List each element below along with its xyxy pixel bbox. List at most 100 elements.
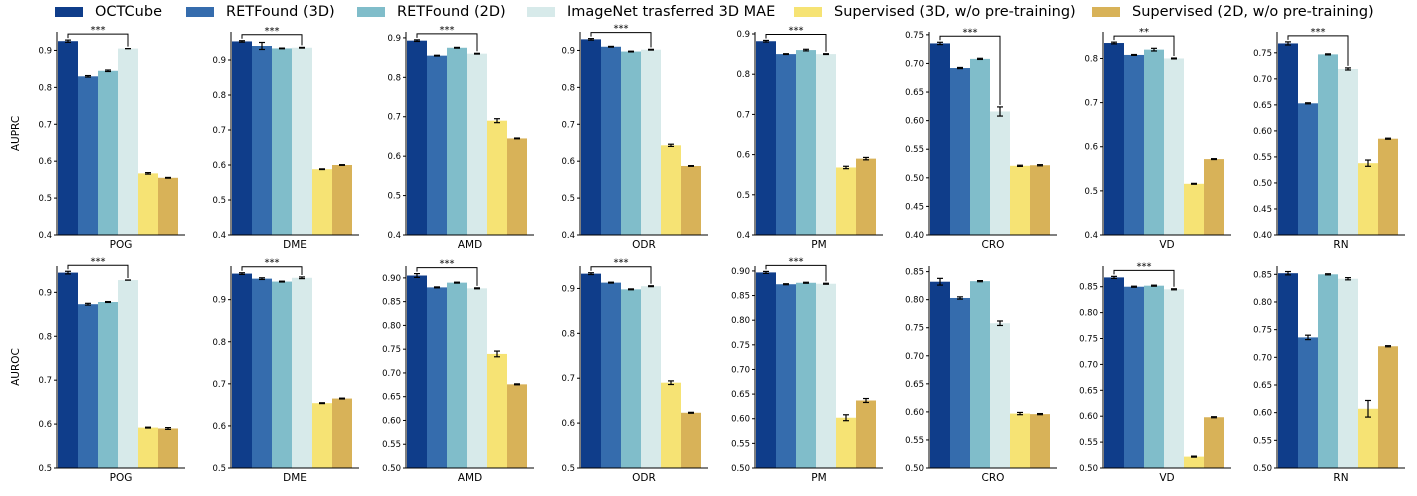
auroc-amd-ytick-label: 0.75 xyxy=(382,345,401,355)
auroc-rn-ytick-label: 0.55 xyxy=(1253,436,1272,446)
auprc-odr-panel: *** 0.4 0.5 0.6 0.7 0.8 0.9 ODR xyxy=(561,24,708,251)
auprc-pm-ytick-label: 0.9 xyxy=(736,30,750,40)
auroc-dme-ytick-label: 0.6 xyxy=(212,422,226,432)
auprc-pm-ytick-label: 0.7 xyxy=(736,110,750,120)
auroc-amd-bar-supervised-2d-w-o-pre-training xyxy=(507,384,527,468)
auprc-cro-ytick-label: 0.75 xyxy=(905,31,924,41)
auroc-odr-bar-retfound-2d xyxy=(621,289,641,468)
auprc-vd-bar-retfound-2d xyxy=(1144,49,1164,235)
auprc-amd-bar-octcube xyxy=(407,40,427,235)
auroc-pm-ytick-label: 0.60 xyxy=(731,415,750,425)
auroc-pm-bar-imagenet-trasferred-3d-mae xyxy=(816,283,836,468)
auprc-rn-ytick-label: 0.40 xyxy=(1253,231,1272,241)
auprc-vd-bar-octcube xyxy=(1104,43,1124,235)
auprc-cro-bar-retfound-2d xyxy=(970,58,990,236)
auroc-cro-ytick-label: 0.60 xyxy=(905,408,924,418)
auroc-pm-panel: *** 0.50 0.55 0.60 0.65 0.70 0.75 0.80 0.85 0.90 P… xyxy=(731,256,883,484)
auprc-dme-ytick-label: 0.4 xyxy=(212,231,226,241)
auroc-pm-significance-label: *** xyxy=(789,256,804,267)
auroc-rn-bar-supervised-2d-w-o-pre-training xyxy=(1378,346,1398,468)
auprc-vd-xlabel: VD xyxy=(1159,239,1174,251)
auprc-pm-bar-retfound-2d xyxy=(796,50,816,235)
auprc-pog-ytick-label: 0.4 xyxy=(38,231,52,241)
auroc-pm-bar-supervised-2d-w-o-pre-training xyxy=(856,400,876,468)
auroc-vd-bar-supervised-3d-w-o-pre-training xyxy=(1184,456,1204,468)
auroc-pog-ytick-label: 0.6 xyxy=(38,420,52,430)
auroc-rn-ytick-label: 0.50 xyxy=(1253,464,1272,474)
auroc-amd-bar-imagenet-trasferred-3d-mae xyxy=(467,288,487,468)
auroc-dme-bar-supervised-2d-w-o-pre-training xyxy=(332,398,352,468)
auroc-dme-ytick-label: 0.8 xyxy=(212,338,226,348)
auprc-rn-significance-label: *** xyxy=(1311,27,1326,38)
auroc-pog-ytick-label: 0.5 xyxy=(38,464,52,474)
auroc-odr-ytick-label: 0.9 xyxy=(561,284,575,294)
auprc-rn-ytick-label: 0.45 xyxy=(1253,205,1272,215)
auroc-amd-ytick-label: 0.60 xyxy=(382,416,401,426)
auroc-pm-ytick-label: 0.50 xyxy=(731,464,750,474)
auprc-amd-ytick-label: 0.7 xyxy=(387,113,401,123)
auprc-cro-ytick-label: 0.45 xyxy=(905,202,924,212)
auprc-cro-ytick-label: 0.65 xyxy=(905,88,924,98)
auroc-dme-bar-imagenet-trasferred-3d-mae xyxy=(292,277,312,468)
auprc-cro-panel: *** 0.40 0.45 0.50 0.55 0.60 0.65 0.70 0.75 CRO xyxy=(905,27,1057,251)
auroc-amd-ytick-label: 0.50 xyxy=(382,464,401,474)
auprc-vd-ytick-label: 0.8 xyxy=(1084,54,1098,64)
auroc-pog-significance-label: *** xyxy=(91,256,106,267)
auprc-dme-xlabel: DME xyxy=(283,239,307,251)
auprc-vd-significance-bracket xyxy=(1113,35,1175,57)
auroc-rn-bar-supervised-3d-w-o-pre-training xyxy=(1358,408,1378,468)
auprc-rn-xlabel: RN xyxy=(1333,239,1348,251)
auroc-cro-bar-retfound-2d xyxy=(970,281,990,468)
auroc-cro-ytick-label: 0.75 xyxy=(905,324,924,334)
auroc-rn-ytick-label: 0.75 xyxy=(1253,326,1272,336)
legend-label-octcube: OCTCube xyxy=(95,4,162,20)
auroc-amd-ytick-label: 0.80 xyxy=(382,321,401,331)
auprc-vd-ytick-label: 0.6 xyxy=(1084,143,1098,153)
auroc-pm-ytick-label: 0.75 xyxy=(731,341,750,351)
legend-swatch-octcube xyxy=(55,7,83,17)
auprc-amd-bar-imagenet-trasferred-3d-mae xyxy=(467,53,487,235)
auroc-vd-bar-imagenet-trasferred-3d-mae xyxy=(1164,289,1184,468)
auprc-cro-ytick-label: 0.40 xyxy=(905,231,924,241)
legend-item-octcube: OCTCube xyxy=(55,3,162,21)
auprc-amd-ytick-label: 0.8 xyxy=(387,73,401,83)
auprc-pm-bar-imagenet-trasferred-3d-mae xyxy=(816,54,836,235)
legend-swatch-supervised-2d xyxy=(1092,7,1120,17)
auprc-cro-significance-bracket xyxy=(939,35,1001,105)
auprc-rn-ytick-label: 0.65 xyxy=(1253,101,1272,111)
auroc-vd-ytick-label: 0.60 xyxy=(1079,412,1098,422)
auroc-pog-bar-imagenet-trasferred-3d-mae xyxy=(118,280,138,468)
auprc-amd-ytick-label: 0.4 xyxy=(387,231,401,241)
auprc-rn-bar-octcube xyxy=(1278,43,1298,236)
auprc-cro-ytick-label: 0.55 xyxy=(905,145,924,155)
auprc-odr-bar-supervised-3d-w-o-pre-training xyxy=(661,145,681,235)
legend-item-supervised-3d: Supervised (3D, w/o pre-training) xyxy=(794,3,1076,21)
auroc-pm-bar-retfound-2d xyxy=(796,282,816,468)
auprc-odr-bar-retfound-2d xyxy=(621,51,641,236)
auprc-amd-bar-supervised-3d-w-o-pre-training xyxy=(487,120,507,235)
legend-item-imagenet-3d-mae: ImageNet trasferred 3D MAE xyxy=(527,3,775,21)
legend-label-supervised-2d: Supervised (2D, w/o pre-training) xyxy=(1132,4,1374,20)
auroc-pog-xlabel: POG xyxy=(110,472,133,484)
auroc-pog-significance-bracket xyxy=(67,264,129,279)
auprc-rn-bar-supervised-2d-w-o-pre-training xyxy=(1378,138,1398,235)
auroc-amd-significance-bracket xyxy=(416,267,478,286)
auroc-dme-ytick-label: 0.9 xyxy=(212,296,226,306)
auroc-dme-significance-bracket xyxy=(241,266,303,275)
auroc-amd-bar-retfound-3d xyxy=(427,287,447,468)
auprc-dme-bar-imagenet-trasferred-3d-mae xyxy=(292,47,312,235)
legend-swatch-supervised-3d xyxy=(794,7,822,17)
legend-swatch-imagenet-3d-mae xyxy=(527,7,555,17)
auroc-odr-bar-supervised-3d-w-o-pre-training xyxy=(661,382,681,468)
auprc-pog-ytick-label: 0.9 xyxy=(38,46,52,56)
auprc-pm-significance-bracket xyxy=(765,33,827,52)
auroc-amd-ytick-label: 0.70 xyxy=(382,369,401,379)
auprc-pm-ytick-label: 0.4 xyxy=(736,231,750,241)
auprc-dme-bar-octcube xyxy=(232,41,252,236)
auprc-odr-ytick-label: 0.7 xyxy=(561,120,575,130)
auroc-vd-ytick-label: 0.75 xyxy=(1079,335,1098,345)
auroc-amd-bar-octcube xyxy=(407,275,427,468)
auroc-vd-significance-label: *** xyxy=(1137,261,1152,272)
auprc-pm-bar-retfound-3d xyxy=(776,54,796,235)
auroc-odr-panel: *** 0.5 0.6 0.7 0.8 0.9 ODR xyxy=(561,258,708,484)
